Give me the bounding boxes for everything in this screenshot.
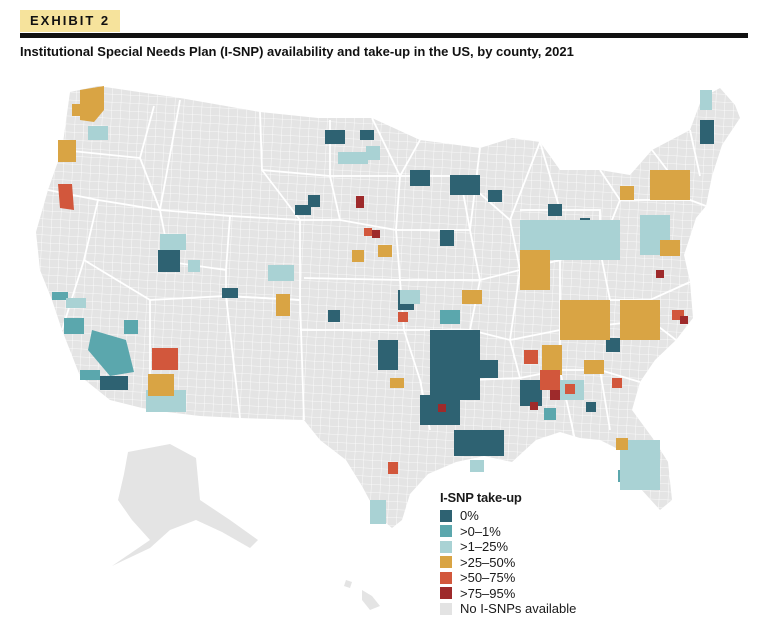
- alaska-landmass: [112, 444, 258, 566]
- legend-label: >1–25%: [460, 539, 509, 555]
- legend-swatch: [440, 602, 452, 615]
- county-grid-overlay: [36, 86, 740, 528]
- legend-label: >25–50%: [460, 554, 516, 570]
- legend-item: 0%: [440, 508, 576, 524]
- legend-label: No I-SNPs available: [460, 601, 577, 617]
- map-legend: I-SNP take-up 0% >0–1% >1–25% >25–50% >50–75…: [440, 490, 576, 617]
- hawaii-island: [362, 590, 380, 610]
- legend-swatch: [440, 587, 452, 600]
- county-highlights: [52, 86, 714, 524]
- legend-swatch: [440, 556, 452, 569]
- header-rule: [20, 33, 748, 38]
- legend-item: >75–95%: [440, 586, 576, 602]
- legend-label: >50–75%: [460, 570, 516, 586]
- hawaii-island: [344, 580, 352, 588]
- exhibit-tag: EXHIBIT 2: [20, 10, 121, 32]
- legend-title: I-SNP take-up: [440, 490, 522, 505]
- legend-swatch: [440, 525, 452, 538]
- legend-item: >0–1%: [440, 524, 576, 540]
- legend-item: >1–25%: [440, 539, 576, 555]
- legend-swatch: [440, 509, 452, 522]
- legend-swatch: [440, 571, 452, 584]
- legend-label: >75–95%: [460, 585, 516, 601]
- legend-item: No I-SNPs available: [440, 601, 576, 617]
- legend-label: >0–1%: [460, 523, 501, 539]
- legend-item: >25–50%: [440, 555, 576, 571]
- page-title: Institutional Special Needs Plan (I-SNP)…: [20, 44, 574, 59]
- legend-item: >50–75%: [440, 570, 576, 586]
- legend-swatch: [440, 540, 452, 553]
- legend-label: 0%: [460, 508, 479, 524]
